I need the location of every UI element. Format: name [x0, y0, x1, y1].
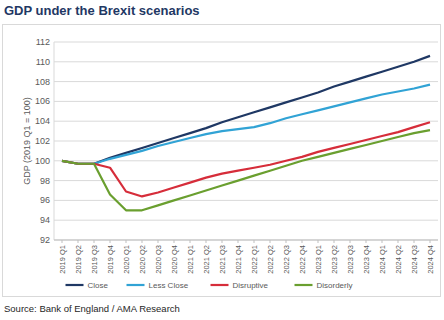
legend-label: Less Close — [149, 281, 189, 290]
y-tick-label: 98 — [40, 176, 50, 186]
x-tick-label: 2023 Q3 — [346, 245, 355, 274]
legend-swatch — [66, 284, 84, 286]
chart: GDP under the Brexit scenarios 92 94 96 98 10… — [0, 0, 444, 320]
y-tick-label: 104 — [35, 116, 50, 126]
series-line — [62, 130, 430, 210]
x-tick — [174, 240, 175, 243]
legend: Close Less Close Disruptive Disorderly — [66, 281, 353, 290]
plot-lines — [62, 56, 430, 210]
x-axis-line — [54, 240, 438, 241]
x-tick — [398, 240, 399, 243]
x-tick-label: 2022 Q4 — [298, 245, 307, 274]
x-tick — [158, 240, 159, 243]
source: Source: Bank of England / AMA Research — [4, 303, 180, 314]
x-tick-label: 2021 Q4 — [234, 245, 243, 274]
y-tick-label: 92 — [40, 235, 50, 245]
x-tick-label: 2024 Q2 — [394, 245, 403, 274]
grid-line — [54, 81, 438, 82]
x-tick — [238, 240, 239, 243]
grid-line — [54, 160, 438, 161]
x-tick-label: 2019 Q1 — [58, 245, 67, 274]
y-tick-label: 106 — [35, 96, 50, 106]
legend-label: Close — [88, 281, 109, 290]
x-tick-label: 2023 Q2 — [330, 245, 339, 274]
legend-label: Disorderly — [317, 281, 353, 290]
x-tick — [190, 240, 191, 243]
y-tick-label: 94 — [40, 215, 50, 225]
x-tick-label: 2021 Q1 — [186, 245, 195, 274]
x-tick — [366, 240, 367, 243]
x-tick — [126, 240, 127, 243]
x-tick — [62, 240, 63, 243]
x-tick — [94, 240, 95, 243]
x-tick — [222, 240, 223, 243]
x-tick-label: 2022 Q1 — [250, 245, 259, 274]
x-tick-label: 2024 Q4 — [426, 245, 435, 274]
y-axis-line — [54, 42, 55, 240]
series-line — [62, 122, 430, 196]
x-tick — [414, 240, 415, 243]
y-tick-label: 102 — [35, 136, 50, 146]
series-line — [62, 56, 430, 164]
y-tick-label: 96 — [40, 195, 50, 205]
x-tick-label: 2019 Q3 — [90, 245, 99, 274]
grid-line — [54, 180, 438, 181]
x-tick — [318, 240, 319, 243]
x-tick-label: 2024 Q3 — [410, 245, 419, 274]
x-tick-label: 2020 Q1 — [122, 245, 131, 274]
x-tick-label: 2020 Q2 — [138, 245, 147, 274]
legend-swatch — [295, 284, 313, 286]
y-tick-label: 100 — [35, 156, 50, 166]
x-tick-label: 2020 Q3 — [154, 245, 163, 274]
x-tick — [270, 240, 271, 243]
x-tick-label: 2019 Q4 — [106, 245, 115, 274]
y-tick-label: 108 — [35, 77, 50, 87]
x-tick — [254, 240, 255, 243]
y-axis-label: GDP (2019 Q1 = 100) — [22, 97, 32, 185]
x-tick — [206, 240, 207, 243]
x-tick-label: 2021 Q2 — [202, 245, 211, 274]
legend-label: Disruptive — [233, 281, 269, 290]
grid-line — [54, 200, 438, 201]
x-tick — [430, 240, 431, 243]
x-tick — [286, 240, 287, 243]
x-tick-label: 2022 Q2 — [266, 245, 275, 274]
x-tick — [382, 240, 383, 243]
grid-line — [54, 240, 438, 241]
legend-swatch — [211, 284, 229, 286]
x-tick-label: 2024 Q1 — [378, 245, 387, 274]
x-tick — [78, 240, 79, 243]
x-tick — [350, 240, 351, 243]
x-tick — [302, 240, 303, 243]
legend-swatch — [127, 284, 145, 286]
grid-line — [54, 42, 438, 43]
x-tick — [334, 240, 335, 243]
x-tick-label: 2023 Q1 — [314, 245, 323, 274]
x-tick-label: 2023 Q4 — [362, 245, 371, 274]
x-tick-label: 2020 Q4 — [170, 245, 179, 274]
y-tick-label: 110 — [36, 57, 50, 67]
grid-line — [54, 61, 438, 62]
x-tick — [110, 240, 111, 243]
x-tick-label: 2022 Q3 — [282, 245, 291, 274]
series-line — [62, 85, 430, 164]
x-tick — [142, 240, 143, 243]
grid-line — [54, 220, 438, 221]
x-tick-label: 2021 Q3 — [218, 245, 227, 274]
x-tick-label: 2019 Q2 — [74, 245, 83, 274]
title: GDP under the Brexit scenarios — [4, 3, 200, 18]
grid-line — [54, 101, 438, 102]
grid-line — [54, 121, 438, 122]
chart-frame — [3, 25, 441, 297]
y-tick-label: 112 — [36, 37, 50, 47]
